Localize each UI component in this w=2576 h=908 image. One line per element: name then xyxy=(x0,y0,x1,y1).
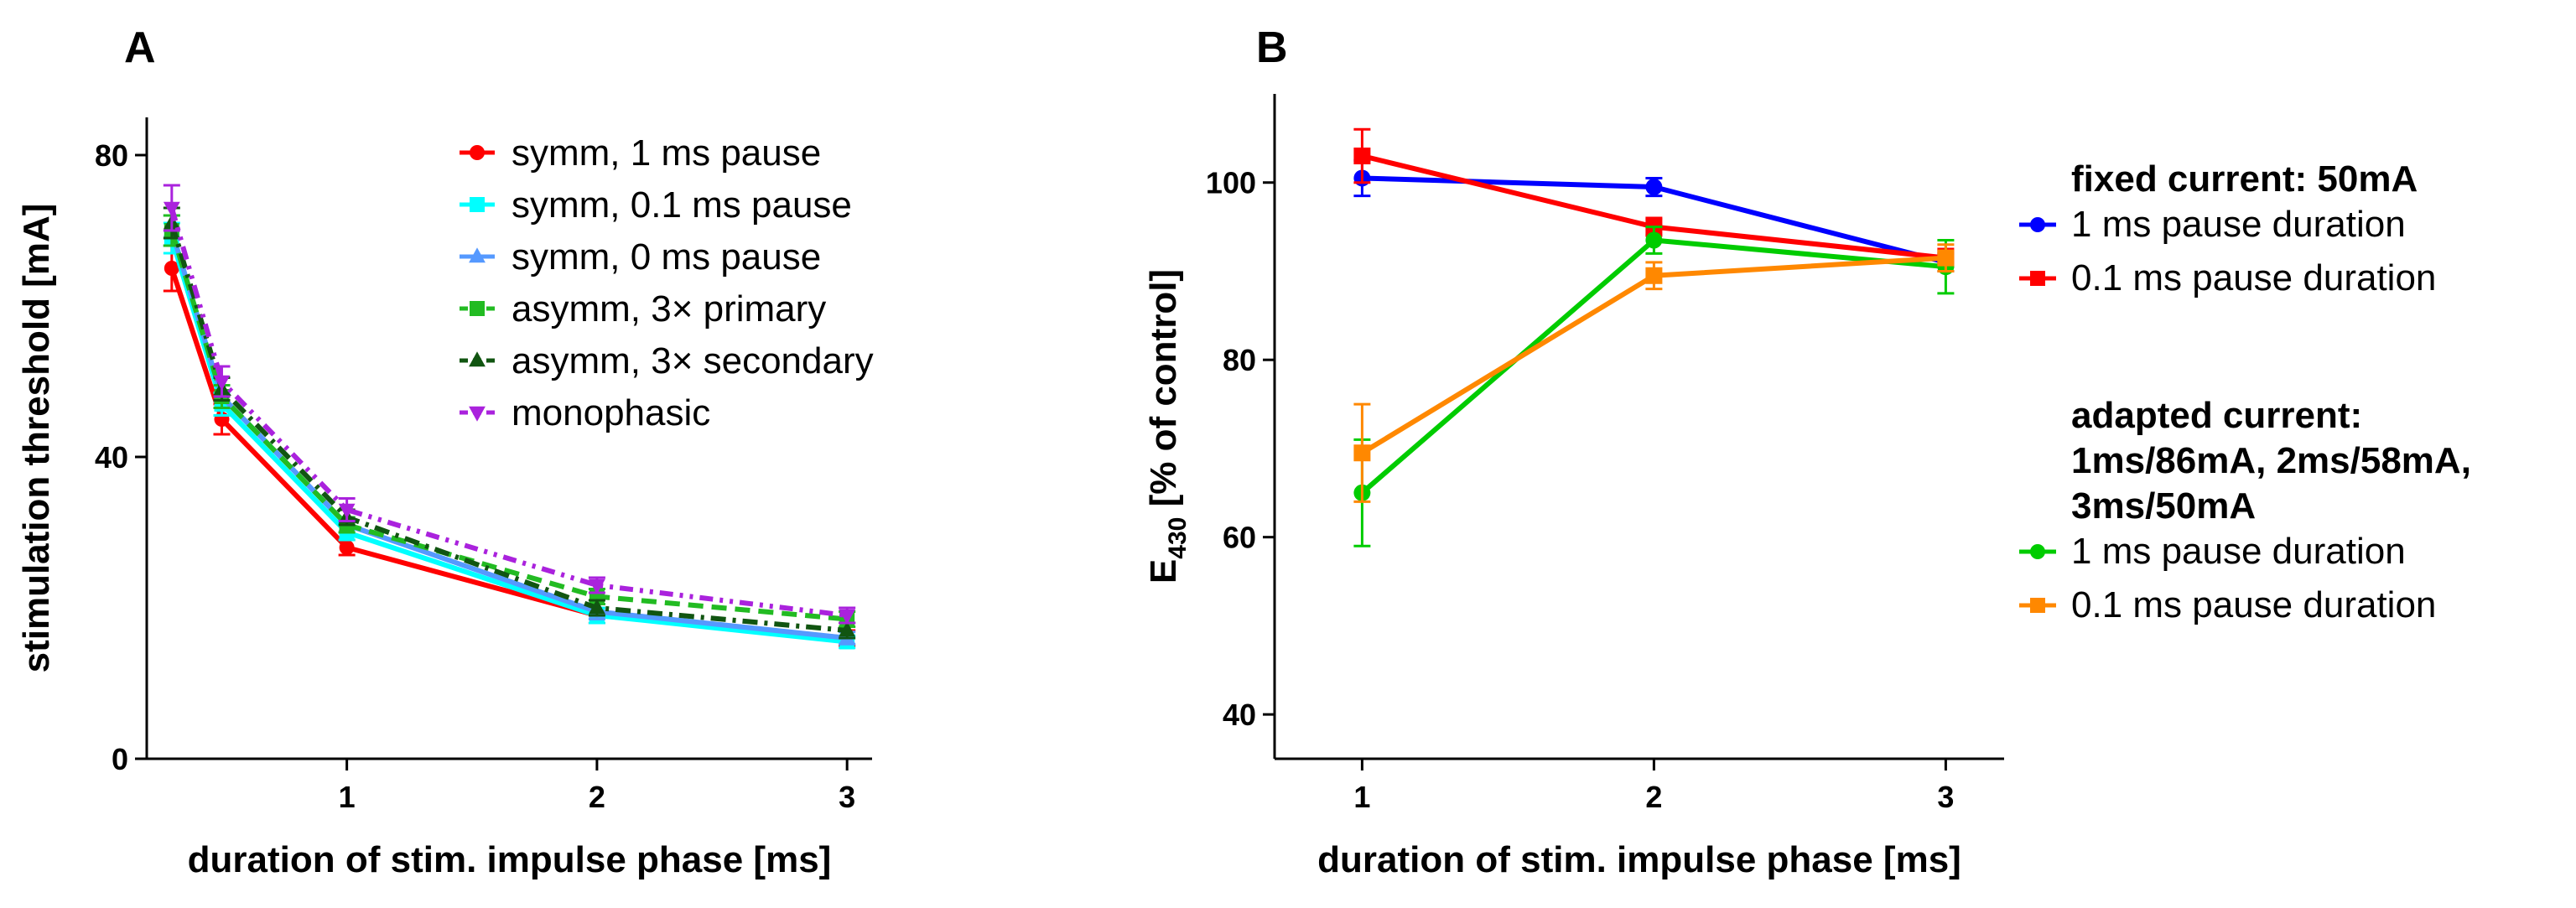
legend-label: 0.1 ms pause duration xyxy=(2071,257,2436,298)
x-tick-label: 3 xyxy=(1937,780,1954,814)
y-tick-label: 80 xyxy=(1223,343,1256,377)
y-axis-title-rest: [% of control] xyxy=(1143,269,1184,517)
x-tick-label: 1 xyxy=(339,780,356,814)
data-point xyxy=(163,201,180,217)
legend-item-a-2: symm, 0 ms pause xyxy=(460,236,821,278)
legend-item-b-3: 0.1 ms pause duration xyxy=(2019,584,2436,625)
y-axis-title-main: E xyxy=(1143,559,1184,584)
legend-item-a-0: symm, 1 ms pause xyxy=(460,132,821,174)
x-tick-label: 1 xyxy=(1353,780,1370,814)
legend-label: symm, 1 ms pause xyxy=(512,132,821,174)
data-point xyxy=(1645,267,1663,284)
legend-heading: 1ms/86mA, 2ms/58mA, xyxy=(2071,440,2471,481)
legend-marker xyxy=(469,406,486,422)
series-3 xyxy=(1353,243,1955,503)
y-tick-label: 0 xyxy=(112,742,128,776)
legend-marker xyxy=(2030,544,2045,559)
legend-label: asymm, 3× secondary xyxy=(512,340,874,381)
data-point xyxy=(1937,249,1955,267)
y-tick-label: 40 xyxy=(1223,698,1256,732)
legend-label: 1 ms pause duration xyxy=(2071,204,2406,245)
data-point xyxy=(588,579,605,594)
legend-marker xyxy=(470,301,485,316)
panel-b-label: B xyxy=(1256,23,1288,72)
legend-marker xyxy=(469,351,486,367)
data-point xyxy=(164,261,179,276)
y-tick-label: 100 xyxy=(1206,166,1256,200)
panel-a-label: A xyxy=(124,23,156,72)
panel-b-chart: 40 60 80 100 1 2 3 duration of stim. impulse ph… xyxy=(1143,94,2471,880)
legend-label: symm, 0.1 ms pause xyxy=(512,184,852,226)
legend-label: 1 ms pause duration xyxy=(2071,531,2406,572)
data-point xyxy=(839,609,856,625)
legend-label: asymm, 3× primary xyxy=(512,288,826,329)
y-tick-label: 60 xyxy=(1223,521,1256,555)
legend-label: monophasic xyxy=(512,392,710,433)
legend-item-a-1: symm, 0.1 ms pause xyxy=(460,184,852,226)
legend-item-a-5: monophasic xyxy=(460,392,710,433)
legend-item-b-2: 1 ms pause duration xyxy=(2019,531,2406,572)
data-point xyxy=(1645,231,1663,249)
legend-heading: 3ms/50mA xyxy=(2071,485,2256,527)
data-point xyxy=(213,375,231,391)
legend-marker xyxy=(2030,598,2045,613)
legend-heading: fixed current: 50mA xyxy=(2071,158,2418,200)
data-point xyxy=(1645,179,1663,196)
data-point xyxy=(588,599,605,615)
legend-label: 0.1 ms pause duration xyxy=(2071,584,2436,625)
data-point xyxy=(339,540,355,555)
legend-item-b-1: 0.1 ms pause duration xyxy=(2019,257,2436,298)
data-point xyxy=(1353,444,1371,462)
x-tick-label: 2 xyxy=(589,780,605,814)
legend-item-a-3: asymm, 3× primary xyxy=(460,288,826,329)
data-point xyxy=(338,503,356,519)
series-5 xyxy=(163,184,856,625)
y-axis-title: stimulation threshold [mA] xyxy=(16,204,57,673)
series-line xyxy=(169,207,848,618)
data-point xyxy=(1353,148,1371,165)
legend-heading: adapted current: xyxy=(2071,395,2362,436)
legend-marker xyxy=(2030,271,2045,286)
x-axis-title: duration of stim. impulse phase [ms] xyxy=(188,839,832,880)
y-axis-title: E430 [% of control] xyxy=(1143,269,1192,584)
legend-marker xyxy=(470,145,485,160)
y-tick-label: 40 xyxy=(95,440,128,475)
y-tick-label: 80 xyxy=(95,138,128,173)
x-axis-title: duration of stim. impulse phase [ms] xyxy=(1317,839,1961,880)
y-axis-title-subscript: 430 xyxy=(1164,517,1192,559)
x-tick-label: 3 xyxy=(839,780,855,814)
series-1 xyxy=(163,221,856,650)
data-point xyxy=(839,621,856,637)
legend-item-b-0: 1 ms pause duration xyxy=(2019,204,2406,245)
legend-marker xyxy=(469,247,486,263)
legend-marker xyxy=(2030,217,2045,232)
x-tick-label: 2 xyxy=(1645,780,1662,814)
legend-label: symm, 0 ms pause xyxy=(512,236,821,278)
legend-item-a-4: asymm, 3× secondary xyxy=(460,340,874,381)
legend-marker xyxy=(470,197,485,212)
